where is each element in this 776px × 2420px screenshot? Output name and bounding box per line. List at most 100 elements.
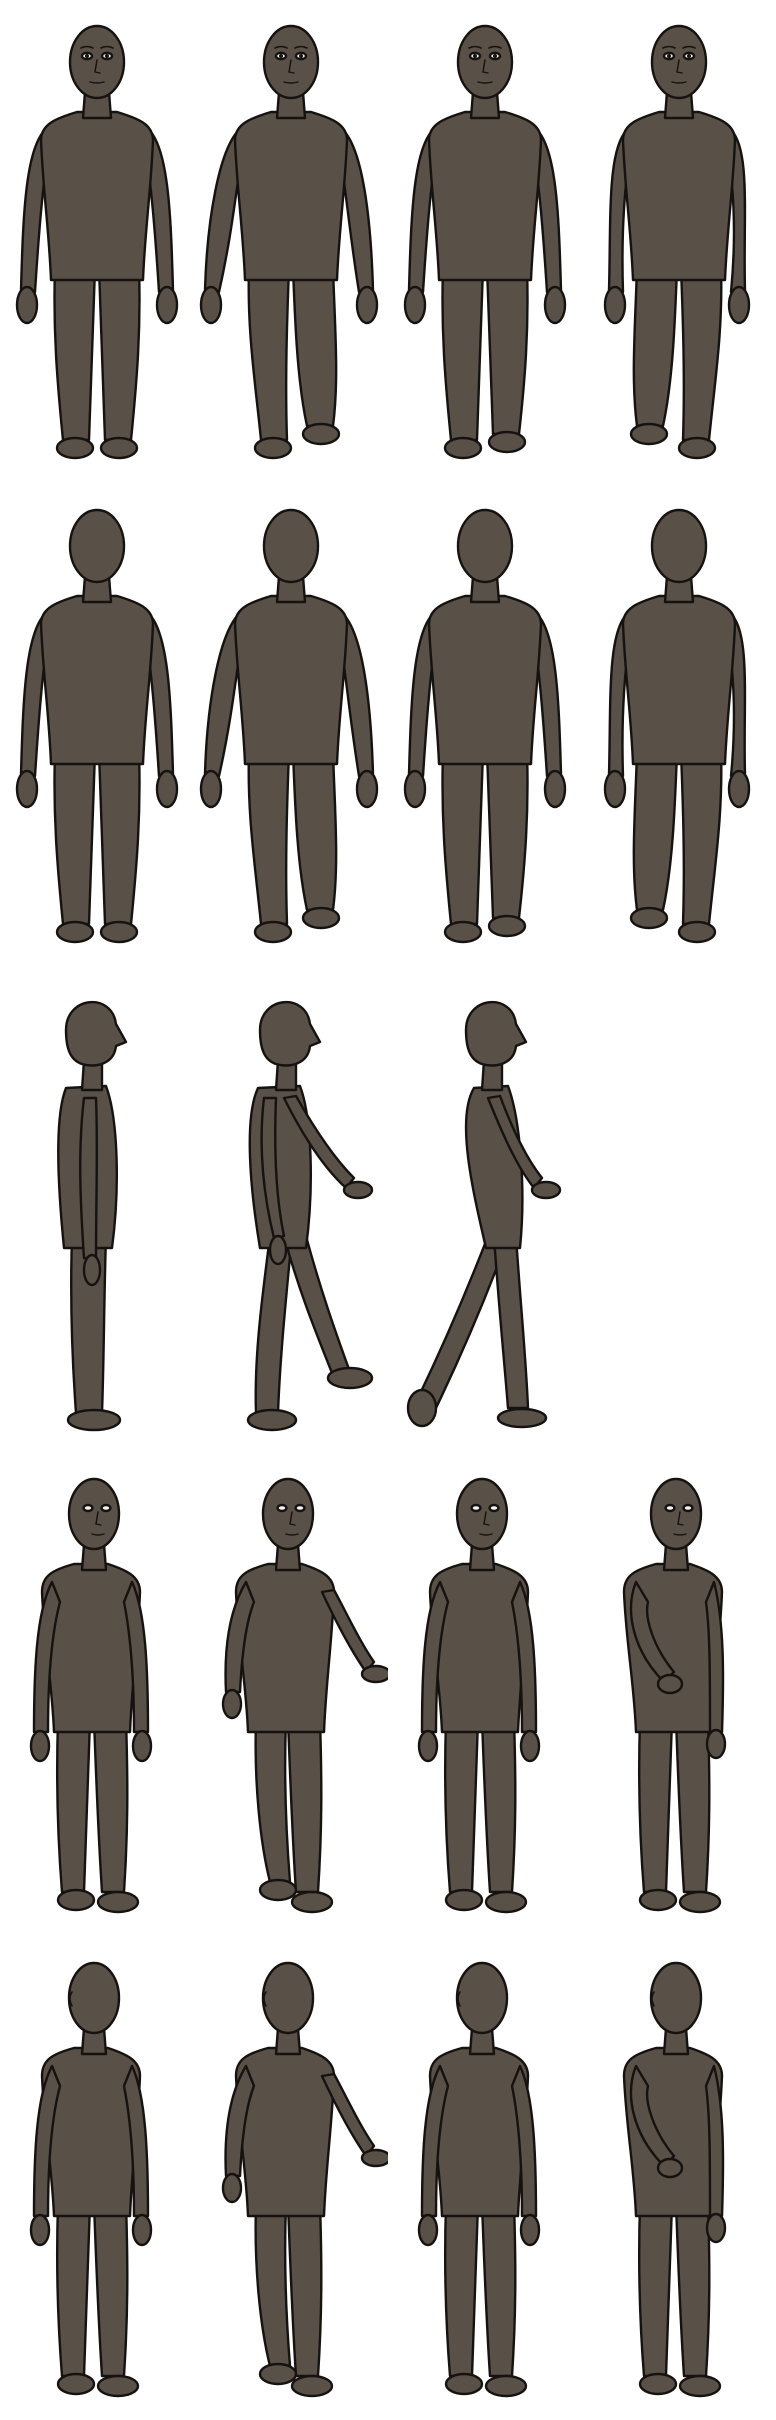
left-eyebrow <box>468 45 482 49</box>
right-foot <box>487 430 527 454</box>
right-hand <box>360 1664 388 1684</box>
side-standing-figure-drawing <box>57 1000 128 1432</box>
right-leg <box>485 266 529 436</box>
left-leg <box>632 266 679 428</box>
left-hand <box>403 285 427 325</box>
left-foot <box>56 1888 96 1912</box>
back-arm <box>260 1096 286 1240</box>
left-leg <box>638 2202 674 2378</box>
torso <box>234 2046 336 2218</box>
right-foot <box>678 2374 722 2398</box>
three-quarter-front-walking-figure-a-drawing <box>221 1477 388 1914</box>
left-leg <box>56 2202 92 2378</box>
back-foot <box>406 1388 438 1428</box>
front-foot <box>326 1366 374 1390</box>
left-foot <box>444 2372 484 2396</box>
back-walking-figure-a <box>194 484 388 968</box>
nose <box>483 1511 490 1526</box>
left-eye <box>664 1503 676 1513</box>
front-hand <box>342 1180 374 1200</box>
right-leg <box>485 750 529 920</box>
back-standing-figure-drawing <box>15 508 179 944</box>
right-leg <box>674 2202 711 2378</box>
left-eyebrow <box>80 45 94 49</box>
right-foot <box>99 436 139 460</box>
three-quarter-front-standing-figure-drawing <box>29 1477 153 1914</box>
front-walking-figure-b-drawing <box>403 24 567 460</box>
left-hand <box>417 1729 439 1763</box>
head <box>455 1477 509 1551</box>
ear <box>69 1991 73 2007</box>
head <box>64 1000 128 1067</box>
torso <box>233 594 349 766</box>
torso <box>427 594 543 766</box>
left-eye <box>276 1503 288 1513</box>
torso <box>234 1562 336 1734</box>
three-quarter-front-walking-figure-c-drawing <box>622 1477 727 1914</box>
right-foot <box>678 1890 722 1914</box>
right-leg <box>679 750 723 926</box>
left-pupil <box>85 54 89 58</box>
ear <box>651 1991 655 2007</box>
left-eye <box>82 1503 94 1513</box>
mouth <box>673 1533 687 1536</box>
left-foot <box>55 920 95 944</box>
back-walking-figure-b-drawing <box>403 508 567 944</box>
left-leg <box>53 266 97 442</box>
left-hand <box>29 2213 51 2247</box>
right-hand <box>543 285 567 325</box>
head <box>261 1477 315 1551</box>
head <box>67 1477 121 1551</box>
three-quarter-back-walking-figure-c <box>582 1936 776 2420</box>
left-hand <box>603 769 627 809</box>
head <box>650 508 708 584</box>
left-foot <box>629 906 669 930</box>
three-quarter-front-walking-figure-c <box>582 1452 776 1936</box>
left-hand <box>221 1688 243 1720</box>
torso <box>427 110 543 282</box>
left-hand <box>15 769 39 809</box>
right-pupil <box>299 54 303 58</box>
left-leg <box>441 750 485 926</box>
right-foot <box>99 920 139 944</box>
three-quarter-back-walking-figure-a-drawing <box>221 1961 388 2398</box>
right-eye <box>100 1503 112 1513</box>
left-leg <box>444 1718 480 1894</box>
front-walking-figure-a <box>194 0 388 484</box>
right-hand <box>519 1729 541 1763</box>
front-foot <box>496 1407 548 1429</box>
right-eye <box>488 1503 500 1513</box>
nose <box>288 59 295 74</box>
right-hand <box>131 1729 153 1763</box>
right-hand <box>727 285 751 325</box>
right-eyebrow <box>100 45 114 49</box>
right-leg <box>674 1718 711 1894</box>
head <box>649 1961 703 2035</box>
torso <box>621 594 737 766</box>
ear <box>263 1991 267 2007</box>
right-foot <box>301 906 341 930</box>
side-walking-figure-b-drawing <box>406 1000 562 1429</box>
right-leg <box>291 750 338 912</box>
back-foot <box>246 1408 298 1432</box>
left-pupil <box>473 54 477 58</box>
left-foot <box>253 436 293 460</box>
left-hand <box>656 2157 684 2179</box>
head <box>262 508 320 584</box>
hand <box>82 1253 102 1287</box>
left-hand <box>603 285 627 325</box>
three-quarter-front-standing-figure <box>0 1452 194 1936</box>
right-hand <box>155 769 179 809</box>
torso <box>39 594 155 766</box>
back-walking-figure-c <box>582 484 776 968</box>
left-leg <box>247 266 291 442</box>
back-standing-figure <box>0 484 194 968</box>
right-leg <box>291 266 338 428</box>
right-eyebrow <box>488 45 502 49</box>
left-foot <box>444 1888 484 1912</box>
back-leg <box>416 1234 510 1410</box>
right-pupil <box>105 54 109 58</box>
left-leg <box>53 750 97 926</box>
right-arm <box>320 2072 376 2158</box>
right-leg <box>286 1718 323 1894</box>
